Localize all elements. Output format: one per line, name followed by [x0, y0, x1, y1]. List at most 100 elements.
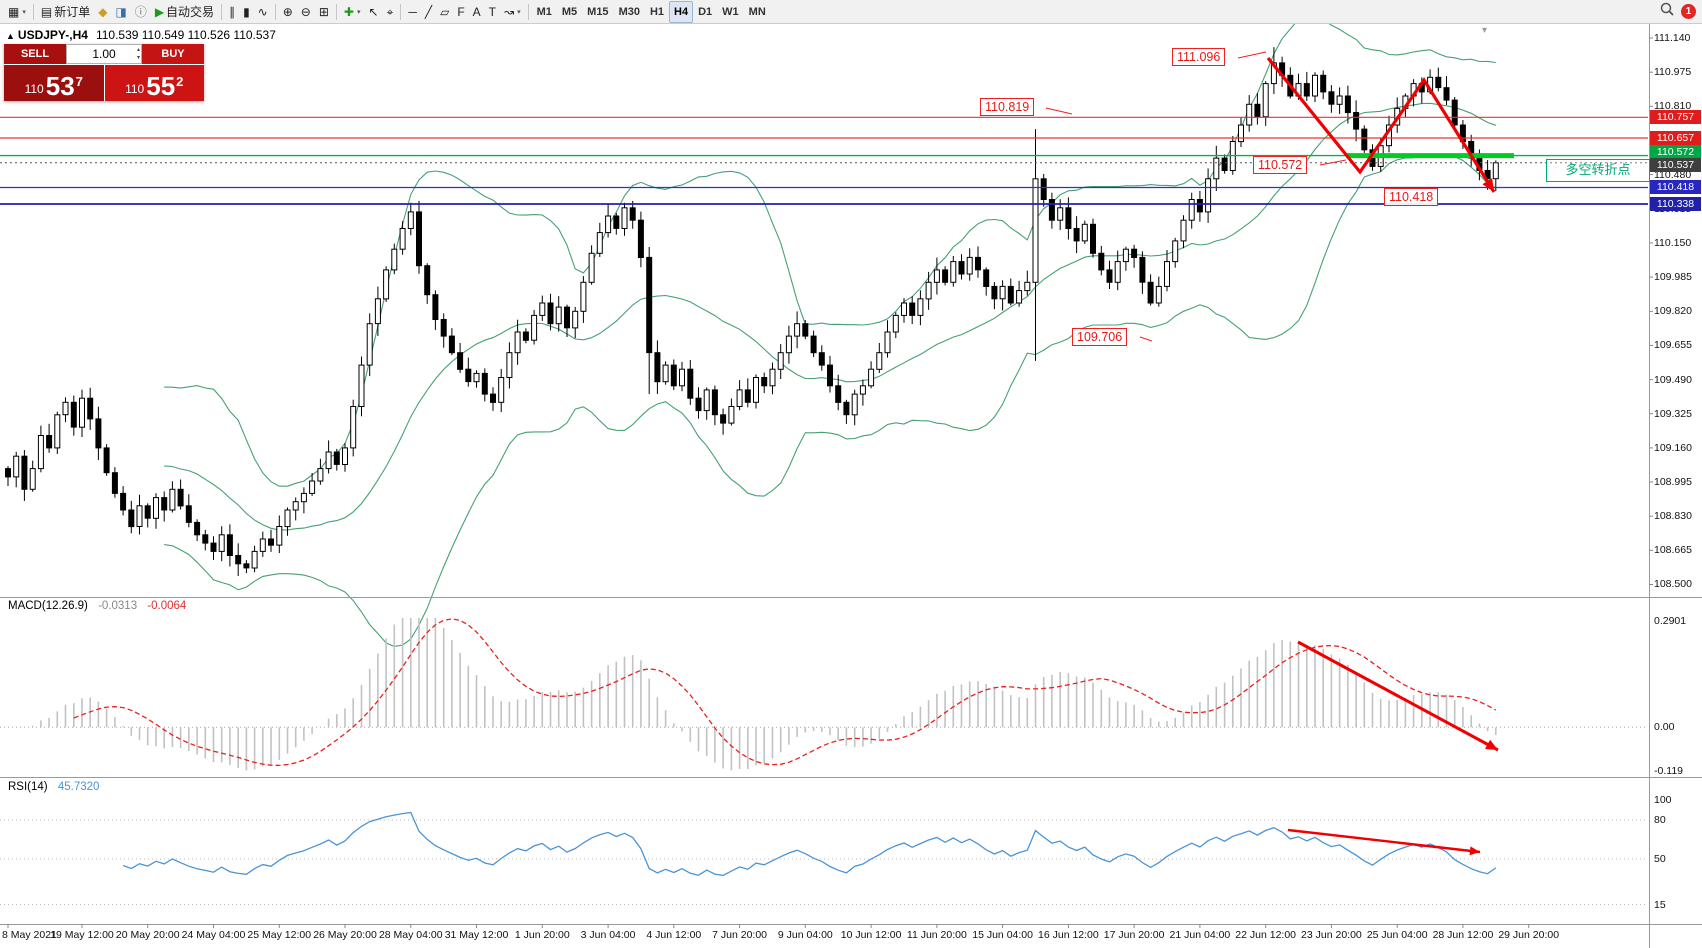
toolbar-button-zoom-in[interactable]: ⊕ — [279, 1, 297, 23]
time-axis-label: 22 Jun 12:00 — [1235, 929, 1297, 941]
time-axis-label: 16 Jun 12:00 — [1038, 929, 1099, 941]
toolbar-button-market-watch[interactable]: ◆ — [94, 1, 111, 23]
trend-arrow-macd[interactable] — [1297, 640, 1499, 752]
macd-signal-line — [73, 618, 1497, 767]
toolbar-button-arrows-tool[interactable]: ↝ ▾ — [500, 1, 525, 23]
sell-button[interactable]: SELL — [4, 44, 66, 64]
note-box[interactable]: 多空转折点 — [1546, 159, 1650, 182]
toolbar-button-crosshair[interactable]: ⌖ — [383, 1, 398, 23]
notification-badge[interactable]: 1 — [1681, 4, 1696, 19]
price-tag-110.418: 110.418 — [1650, 180, 1701, 195]
toolbar-button-tile-windows[interactable]: ⊞ — [315, 1, 333, 23]
time-axis-label: 19 May 12:00 — [50, 929, 114, 941]
symbol-marker-icon: ▲ — [6, 31, 15, 41]
toolbar-button-new-order[interactable]: ▤ 新订单 — [37, 1, 94, 23]
price-scale-label: 109.160 — [1654, 441, 1692, 454]
new-chart-dropdown-caret[interactable]: ▾ — [22, 8, 26, 16]
timeframe-button-D1[interactable]: D1 — [698, 5, 713, 18]
price-label-annotation[interactable]: 110.819 — [980, 98, 1035, 116]
volume-input[interactable]: 1.00 ▴ ▾ — [66, 44, 142, 64]
time-axis-label: 17 Jun 20:00 — [1103, 929, 1165, 941]
price-label-annotation[interactable]: 109.706 — [1072, 328, 1128, 346]
chart-shift-marker-icon: ▾ — [1482, 25, 1488, 36]
time-axis-label: 11 Jun 20:00 — [906, 929, 967, 941]
timeframe-button-W1[interactable]: W1 — [722, 5, 739, 18]
trend-arrow-main[interactable] — [1266, 56, 1496, 193]
toolbar-button-data-window[interactable]: ◨ — [111, 1, 130, 23]
bollinger-bands — [164, 15, 1497, 647]
search-icon[interactable] — [1660, 2, 1674, 21]
toolbar-button-channel-tool[interactable]: ▱ — [436, 1, 453, 23]
timeframe-button-M1[interactable]: M1 — [536, 5, 552, 18]
toolbar-button-candlestick-mode[interactable]: ▮ — [239, 1, 254, 23]
trendline-tool-icon: ╱ — [424, 4, 433, 19]
toolbar-button-bar-chart-mode[interactable]: ∥ — [225, 1, 239, 23]
toolbar-button-fibonacci-tool[interactable]: F — [453, 1, 468, 23]
rsi-scale-label: 100 — [1654, 794, 1672, 806]
volume-down-button[interactable]: ▾ — [136, 55, 140, 61]
price-scale-label: 109.490 — [1654, 373, 1692, 386]
drawn-annotations[interactable] — [1045, 51, 1499, 856]
toolbar-button-cursor[interactable]: ↖ — [365, 1, 383, 23]
price-label-annotation[interactable]: 110.418 — [1384, 188, 1439, 206]
toolbar-button-trendline-tool[interactable]: ╱ — [421, 1, 436, 23]
toolbar-separator — [400, 3, 402, 20]
trend-arrow-rsi[interactable] — [1287, 828, 1481, 856]
time-axis-label: 4 Jun 12:00 — [646, 929, 702, 941]
toolbar-button-indicators[interactable]: ✚ ▾ — [340, 1, 365, 23]
rsi-indicator — [0, 811, 1648, 905]
price-tag-110.657: 110.657 — [1650, 130, 1701, 145]
timeframe-button-H1[interactable]: H1 — [649, 5, 665, 18]
toolbar-button-info[interactable]: ⓘ — [131, 1, 151, 23]
macd-scale-label: 0.00 — [1654, 721, 1675, 734]
new-chart-icon: ▦ — [8, 4, 20, 19]
time-axis-label: 26 May 20:00 — [313, 929, 377, 941]
indicators-dropdown-caret[interactable]: ▾ — [356, 8, 361, 16]
time-axis-label: 7 Jun 20:00 — [712, 929, 768, 941]
volume-steppers: ▴ ▾ — [137, 46, 140, 62]
bid-price[interactable]: 110 53 7 — [4, 65, 104, 101]
price-label-annotation[interactable]: 110.572 — [1253, 156, 1308, 174]
timeframe-button-M15[interactable]: M15 — [587, 5, 609, 18]
time-axis-label: 15 Jun 04:00 — [972, 929, 1033, 941]
rsi-scale-label: 80 — [1654, 814, 1666, 826]
price-scale-label: 108.995 — [1654, 476, 1692, 489]
arrows-tool-icon: ↝ — [504, 4, 515, 19]
price-scale-label: 108.500 — [1654, 578, 1692, 591]
timeframe-button-MN[interactable]: MN — [748, 5, 766, 18]
bid-pip-digit: 7 — [75, 74, 83, 89]
toolbar-separator — [32, 3, 34, 20]
ask-price[interactable]: 110 55 2 — [104, 65, 204, 101]
one-click-price-row: 110 53 7 110 55 2 — [4, 65, 204, 101]
one-click-trading-panel: SELL 1.00 ▴ ▾ BUY 110 53 7 110 55 2 — [4, 44, 204, 101]
ask-pip-digit: 2 — [176, 74, 184, 89]
volume-up-button[interactable]: ▴ — [136, 47, 140, 53]
chart-title: ▲ USDJPY-,H4 110.539 110.549 110.526 110.5… — [6, 28, 276, 42]
rsi-value: 45.7320 — [57, 781, 100, 793]
arrows-tool-dropdown-caret[interactable]: ▾ — [517, 8, 521, 16]
macd-title: MACD(12.26.9) — [8, 600, 88, 612]
timeframe-button-H4[interactable]: H4 — [669, 0, 694, 23]
ohlc-quote: 110.539 110.549 110.526 110.537 — [95, 28, 276, 42]
toolbar-button-autotrading[interactable]: ▶ 自动交易 — [151, 1, 218, 23]
time-axis-label: 31 May 12:00 — [444, 929, 509, 941]
toolbar-button-zoom-out[interactable]: ⊖ — [297, 1, 315, 23]
toolbar-button-new-chart[interactable]: ▦ ▾ — [4, 1, 30, 23]
toolbar-button-text-tool[interactable]: A — [469, 1, 485, 23]
toolbar-button-line-chart-mode[interactable]: ∿ — [254, 1, 272, 23]
toolbar-button-horizontal-line-tool[interactable]: ─ — [404, 1, 421, 23]
macd-value-main: -0.0313 — [98, 600, 138, 612]
timeframe-button-M30[interactable]: M30 — [618, 5, 640, 18]
toolbar-button-label-tool[interactable]: T — [485, 1, 500, 23]
buy-button[interactable]: BUY — [142, 44, 204, 64]
price-label-annotation[interactable]: 111.096 — [1172, 48, 1226, 66]
market-watch-icon: ◆ — [98, 4, 108, 19]
line-chart-mode-icon: ∿ — [257, 4, 268, 19]
timeframe-button-M5[interactable]: M5 — [561, 5, 578, 18]
new-order-icon: ▤ — [40, 4, 53, 19]
candlestick-series — [5, 47, 1499, 576]
price-tag-110.572: 110.572 — [1650, 144, 1701, 159]
time-axis-label: 20 May 20:00 — [115, 929, 180, 941]
